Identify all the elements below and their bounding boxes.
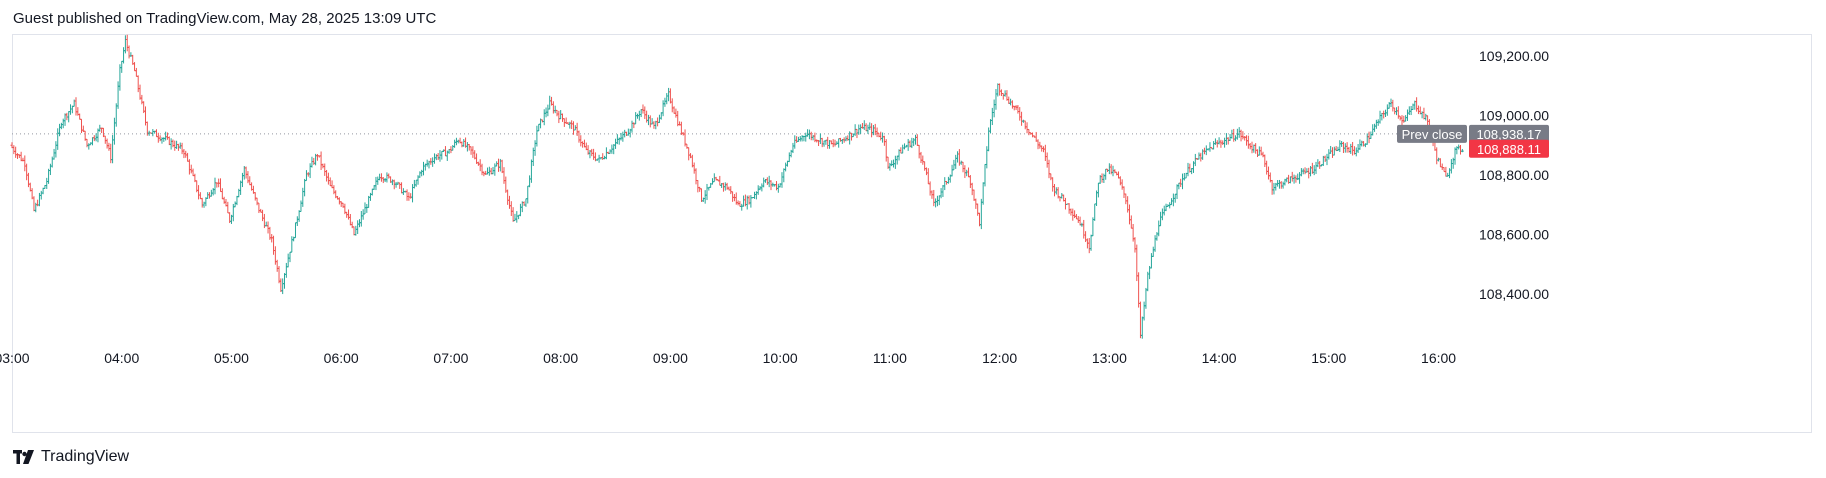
y-tick-label: 109,000.00 bbox=[1479, 108, 1549, 124]
x-tick-label: 07:00 bbox=[433, 350, 468, 366]
x-tick-label: 11:00 bbox=[873, 350, 907, 366]
y-tick-label: 108,600.00 bbox=[1479, 227, 1549, 243]
tradingview-logo-icon bbox=[13, 450, 34, 464]
x-tick-label: 10:00 bbox=[763, 350, 798, 366]
footer: TradingView bbox=[13, 448, 129, 466]
y-tick-label: 109,200.00 bbox=[1479, 48, 1549, 64]
x-tick-label: 14:00 bbox=[1202, 350, 1237, 366]
x-tick-label: 13:00 bbox=[1092, 350, 1127, 366]
prev-close-label bbox=[1397, 124, 1467, 143]
prev-close-value-tag bbox=[1469, 124, 1549, 143]
brand-name: TradingView bbox=[41, 448, 130, 465]
x-tick-label: 09:00 bbox=[653, 350, 688, 366]
x-tick-label: 03:00 bbox=[0, 350, 30, 366]
prev-close-value: 108,938.17 bbox=[1476, 127, 1541, 142]
x-tick-label: 15:00 bbox=[1311, 350, 1346, 366]
last-price-tag bbox=[1469, 139, 1549, 158]
x-tick-label: 06:00 bbox=[324, 350, 359, 366]
y-tick-label: 108,400.00 bbox=[1479, 286, 1549, 302]
x-tick-label: 16:00 bbox=[1421, 350, 1456, 366]
y-tick-label: 108,800.00 bbox=[1479, 167, 1549, 183]
x-tick-label: 08:00 bbox=[543, 350, 578, 366]
publish-info: Guest published on TradingView.com, May … bbox=[13, 10, 437, 27]
chart-frame bbox=[12, 34, 1812, 433]
x-tick-label: 04:00 bbox=[104, 350, 139, 366]
x-tick-label: 12:00 bbox=[982, 350, 1017, 366]
prev-close-label-text: Prev close bbox=[1402, 127, 1463, 142]
x-tick-label: 05:00 bbox=[214, 350, 249, 366]
last-price-value: 108,888.11 bbox=[1477, 142, 1541, 157]
